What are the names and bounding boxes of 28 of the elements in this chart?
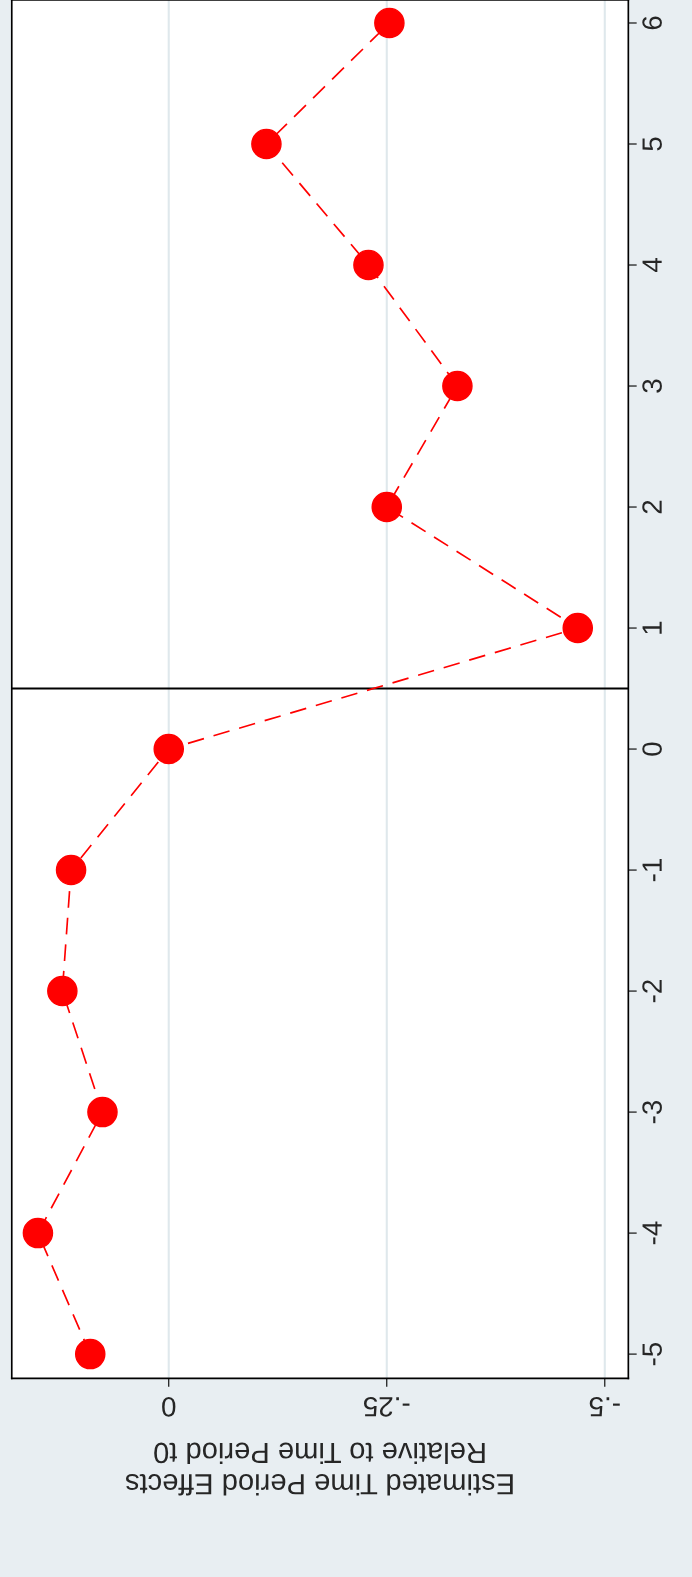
- point: [87, 1096, 118, 1128]
- point: [371, 491, 403, 523]
- point: [353, 249, 384, 281]
- y-tick-label: -3: [642, 1100, 662, 1124]
- point: [47, 975, 78, 1007]
- y-tick-label: -4: [642, 1221, 662, 1245]
- y-tick-label: 2: [642, 500, 662, 514]
- y-tick-label: 5: [642, 137, 662, 151]
- point: [374, 7, 405, 39]
- x-tick-label: -.25: [364, 1396, 410, 1417]
- point: [55, 854, 87, 886]
- point: [153, 733, 185, 765]
- point: [22, 1217, 54, 1249]
- y-tick-label: 3: [642, 379, 662, 393]
- point: [562, 612, 594, 644]
- x-tick-label: 0: [162, 1396, 176, 1417]
- y-tick-label: 4: [642, 258, 662, 273]
- point: [442, 370, 473, 402]
- point: [251, 128, 282, 160]
- y-tick-label: -5: [642, 1342, 662, 1366]
- point: [74, 1338, 106, 1370]
- y-tick-label: 0: [642, 742, 662, 756]
- y-tick-label: -1: [642, 859, 662, 882]
- y-tick-label: 6: [642, 16, 662, 30]
- x-axis-title: Estimated Time Period Effects Relative to Time Period t0: [126, 1442, 513, 1496]
- x-tick-label: -.5: [589, 1396, 620, 1417]
- y-tick-label: 1: [642, 621, 662, 634]
- y-tick-label: -2: [642, 980, 662, 1003]
